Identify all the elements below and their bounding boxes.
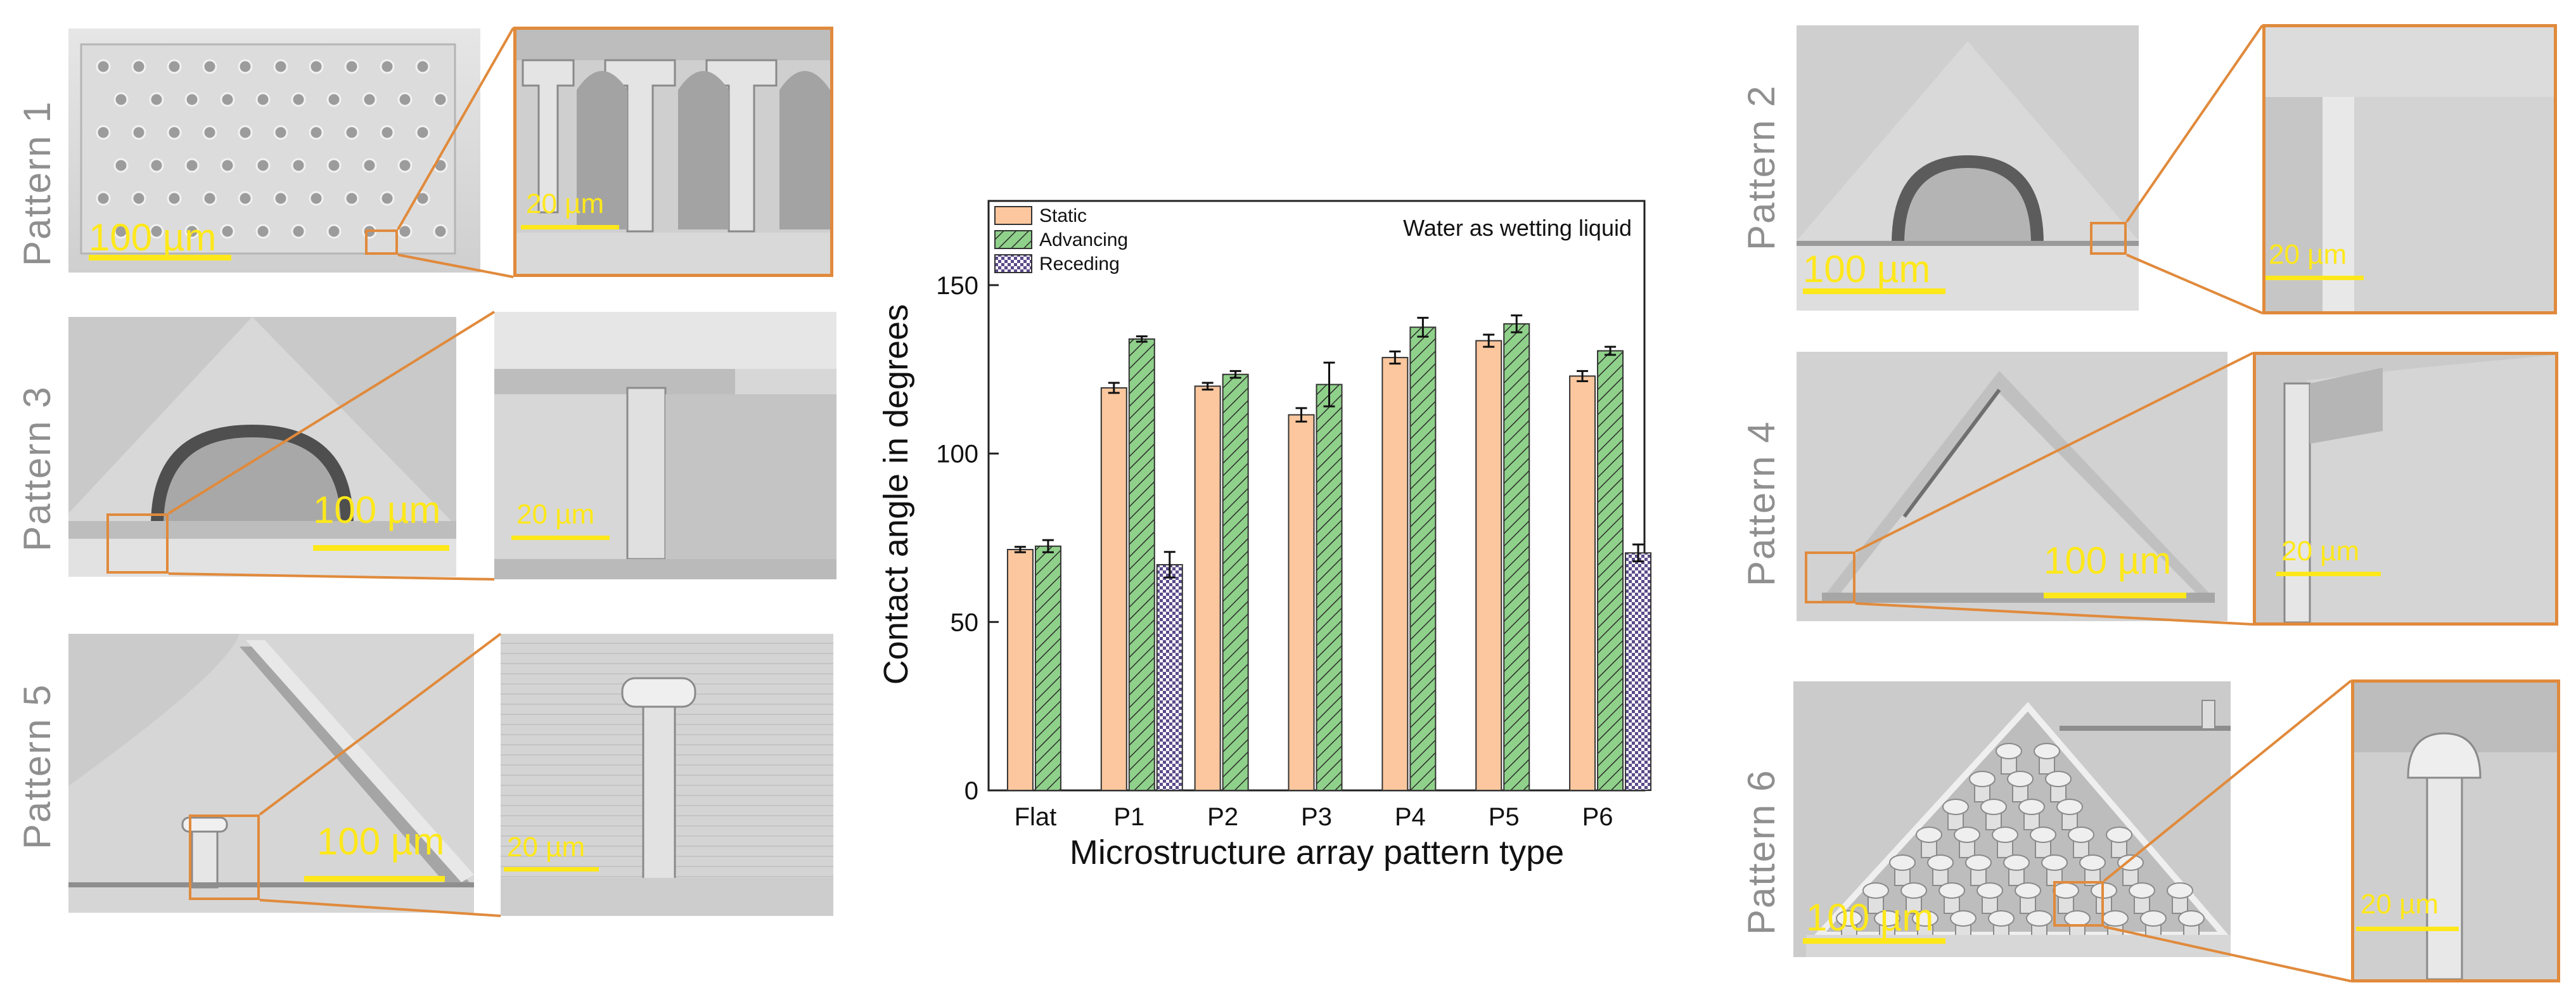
- bar-static-p1: [1100, 387, 1127, 791]
- pillar-array-icon: [68, 29, 480, 273]
- legend: Static Advancing Receding: [994, 205, 1128, 274]
- pattern-4-zoom-image: [2253, 352, 2558, 626]
- pattern-4-zoom-scale-label: 20 µm: [2281, 536, 2360, 567]
- error-bar: [1042, 539, 1054, 553]
- pattern-3-roi: [106, 513, 169, 574]
- pattern-1-zoom-image: [513, 27, 833, 277]
- pattern-2-zoom-scale-label: 20 µm: [2269, 239, 2347, 270]
- x-tick-label: P4: [1395, 803, 1426, 831]
- pattern-1-scale-label: 100 µm: [89, 216, 217, 259]
- pattern-4-scale-label: 100 µm: [2044, 539, 2172, 582]
- pattern-2-zoom-scalebar: [2265, 276, 2364, 280]
- bar-static-p4: [1381, 357, 1409, 792]
- bar-static-p3: [1288, 414, 1315, 791]
- legend-label-advancing: Advancing: [1039, 229, 1128, 250]
- pattern-2-scale-label: 100 µm: [1803, 248, 1931, 290]
- pattern-6-scalebar: [1803, 938, 1945, 944]
- pattern-3-scale-label: 100 µm: [313, 489, 441, 531]
- pattern-4-scalebar: [2044, 593, 2186, 598]
- y-tick-label: 50: [951, 608, 979, 636]
- pattern-6-sem-image: [1793, 681, 2231, 957]
- pattern-1-sem-image: [68, 29, 480, 273]
- legend-swatch-static: [994, 206, 1032, 225]
- x-tick-label: P6: [1582, 803, 1613, 831]
- bar-static-flat: [1006, 549, 1034, 791]
- pattern-5-scalebar: [304, 876, 445, 882]
- error-bar: [1577, 370, 1589, 382]
- error-bar: [1605, 345, 1617, 356]
- pattern-4-sem-image: [1797, 352, 2227, 621]
- x-axis-label: Microstructure array pattern type: [1070, 833, 1564, 872]
- pattern-4-roi: [1805, 551, 1855, 603]
- x-tick-label: P1: [1113, 803, 1144, 831]
- pattern-1-roi: [365, 229, 398, 255]
- bar-advancing-p4: [1409, 326, 1437, 792]
- legend-swatch-receding: [994, 254, 1032, 273]
- pattern-5-sem-image: [68, 634, 474, 913]
- y-tick-label: 0: [964, 777, 978, 805]
- pattern-5-zoom-scale-label: 20 µm: [507, 832, 586, 863]
- pattern-2-zoom-image: [2262, 24, 2557, 314]
- pattern-1-zoom-scale-label: 20 µm: [526, 188, 605, 219]
- x-tick-label: Flat: [1015, 803, 1057, 831]
- pattern-6-zoom-scale-label: 20 µm: [2361, 889, 2439, 920]
- x-tick-label: P5: [1489, 803, 1520, 831]
- pattern-3-sem-image: [68, 317, 456, 577]
- legend-swatch-advancing: [994, 230, 1032, 249]
- pattern-5-zoom-scalebar: [504, 867, 599, 872]
- error-bar: [1483, 333, 1495, 348]
- bar-static-p2: [1194, 385, 1221, 791]
- error-bar: [1295, 407, 1307, 423]
- x-tick-label: P3: [1301, 803, 1332, 831]
- y-tick-label: 150: [936, 272, 978, 300]
- pattern-5-scale-label: 100 µm: [317, 820, 445, 863]
- legend-label-receding: Receding: [1039, 254, 1120, 274]
- bar-static-p5: [1475, 340, 1503, 792]
- error-bar: [1632, 543, 1644, 563]
- bar-advancing-p3: [1316, 383, 1343, 791]
- bar-advancing-p2: [1222, 373, 1249, 791]
- error-bar: [1014, 546, 1026, 553]
- pattern-2-scalebar: [1803, 288, 1945, 294]
- bar-advancing-p5: [1503, 323, 1530, 791]
- chart-annotation: Water as wetting liquid: [1403, 215, 1632, 241]
- pattern-6-zoom-scalebar: [2356, 927, 2459, 931]
- bar-receding-p1: [1156, 563, 1183, 791]
- error-bar: [1323, 361, 1335, 408]
- x-tick-label: P2: [1207, 803, 1238, 831]
- error-bar: [1163, 551, 1176, 579]
- pattern-3-scalebar: [313, 545, 449, 551]
- pattern-2-sem-image: [1797, 25, 2139, 311]
- error-bar: [1511, 314, 1523, 333]
- bar-advancing-p1: [1128, 338, 1155, 791]
- pattern-3-zoom-scale-label: 20 µm: [516, 499, 595, 530]
- pattern-4-zoom-scalebar: [2276, 572, 2381, 576]
- pattern-3-zoom-image: [494, 312, 836, 579]
- bar-advancing-flat: [1034, 545, 1061, 791]
- error-bar: [1108, 382, 1120, 394]
- pattern-1-zoom-scalebar: [521, 225, 619, 229]
- y-axis-label: Contact angle in degrees: [877, 304, 915, 685]
- contact-angle-bar-chart: 0 50 100 150 Flat P1 P2 P3 P4 P5 P6 Static Advanci…: [877, 200, 1652, 872]
- y-tick-label: 100: [936, 441, 978, 468]
- error-bar: [1136, 335, 1148, 343]
- error-bar: [1229, 370, 1241, 379]
- legend-label-static: Static: [1039, 205, 1087, 226]
- pattern-6-roi: [2053, 881, 2104, 927]
- pattern-1-scalebar: [89, 255, 231, 261]
- pattern-6-scale-label: 100 µm: [1806, 896, 1934, 939]
- bar-static-p6: [1569, 375, 1596, 792]
- pattern-2-roi: [2090, 222, 2127, 255]
- error-bar: [1389, 351, 1401, 365]
- pillar-triangle-icon: [1793, 681, 2231, 957]
- pattern-3-zoom-scalebar: [511, 536, 610, 540]
- bar-advancing-p6: [1597, 350, 1624, 791]
- error-bar: [1417, 316, 1429, 338]
- pattern-5-roi: [189, 814, 260, 900]
- bar-receding-p6: [1625, 552, 1652, 791]
- error-bar: [1201, 382, 1214, 391]
